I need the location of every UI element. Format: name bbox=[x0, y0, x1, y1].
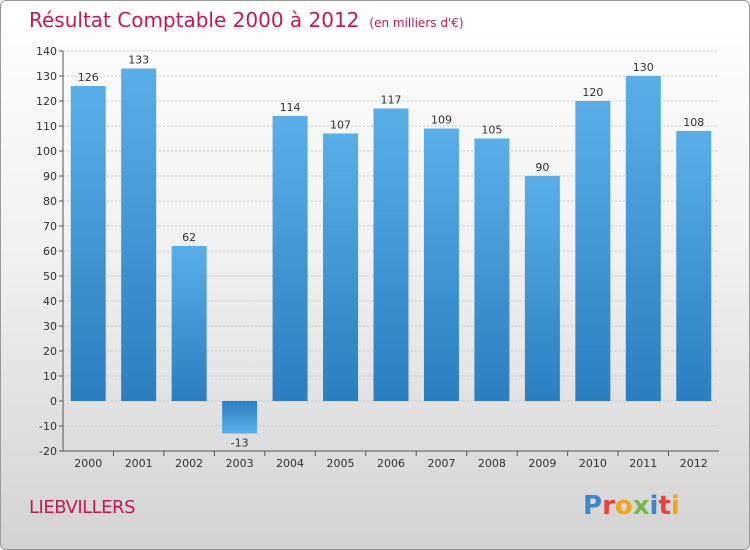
bar bbox=[272, 116, 308, 401]
y-tick-label: 0 bbox=[50, 395, 57, 408]
y-tick-label: 90 bbox=[43, 170, 57, 183]
y-tick-label: 110 bbox=[36, 120, 57, 133]
x-tick-label: 2011 bbox=[629, 457, 657, 470]
x-tick-label: 2003 bbox=[226, 457, 254, 470]
bar bbox=[323, 133, 359, 401]
x-tick-label: 2006 bbox=[377, 457, 405, 470]
x-tick-label: 2009 bbox=[528, 457, 556, 470]
data-label: 126 bbox=[78, 71, 99, 84]
bar bbox=[121, 68, 157, 401]
bar bbox=[171, 246, 207, 401]
y-tick-label: 50 bbox=[43, 270, 57, 283]
bar bbox=[524, 176, 560, 401]
bar bbox=[625, 76, 661, 401]
x-tick-label: 2002 bbox=[175, 457, 203, 470]
y-tick-label: 10 bbox=[43, 370, 57, 383]
data-label: 133 bbox=[128, 54, 149, 67]
data-label: 114 bbox=[280, 101, 301, 114]
data-label: 109 bbox=[431, 114, 452, 127]
bar bbox=[676, 131, 712, 401]
y-tick-label: -10 bbox=[39, 420, 57, 433]
y-tick-label: 60 bbox=[43, 245, 57, 258]
y-tick-label: -20 bbox=[39, 445, 57, 458]
y-tick-label: 130 bbox=[36, 70, 57, 83]
logo-letter: x bbox=[632, 491, 650, 521]
logo-letter: o bbox=[614, 491, 633, 521]
y-tick-label: 20 bbox=[43, 345, 57, 358]
data-label: 130 bbox=[633, 61, 654, 74]
data-label: 117 bbox=[381, 94, 402, 107]
chart-title: Résultat Comptable 2000 à 2012 (en millie… bbox=[29, 8, 464, 32]
x-tick-label: 2008 bbox=[478, 457, 506, 470]
data-label: 90 bbox=[535, 161, 549, 174]
proxiti-logo: Proxiti bbox=[583, 491, 680, 521]
x-tick-label: 2004 bbox=[276, 457, 304, 470]
x-tick-label: 2005 bbox=[327, 457, 355, 470]
data-label: 120 bbox=[582, 86, 603, 99]
y-tick-label: 70 bbox=[43, 220, 57, 233]
bar bbox=[222, 401, 258, 434]
bar bbox=[70, 86, 106, 401]
x-tick-label: 2012 bbox=[680, 457, 708, 470]
x-tick-label: 2010 bbox=[579, 457, 607, 470]
chart-title-text: Résultat Comptable 2000 à 2012 bbox=[29, 8, 360, 32]
y-tick-label: 30 bbox=[43, 320, 57, 333]
logo-letter: r bbox=[602, 491, 615, 521]
data-label: -13 bbox=[231, 437, 249, 450]
bar bbox=[423, 128, 459, 401]
logo-letter: P bbox=[583, 491, 603, 521]
x-tick-label: 2007 bbox=[427, 457, 455, 470]
y-tick-label: 100 bbox=[36, 145, 57, 158]
data-label: 62 bbox=[182, 231, 196, 244]
data-label: 107 bbox=[330, 119, 351, 132]
data-label: 105 bbox=[481, 124, 502, 137]
bar bbox=[373, 108, 409, 401]
chart-unit: (en milliers d'€) bbox=[369, 16, 464, 30]
x-tick-label: 2000 bbox=[74, 457, 102, 470]
y-tick-label: 140 bbox=[36, 45, 57, 58]
bar bbox=[474, 138, 510, 401]
x-tick-label: 2001 bbox=[125, 457, 153, 470]
logo-letter: i bbox=[649, 491, 659, 521]
data-label: 108 bbox=[683, 116, 704, 129]
logo-letter: i bbox=[670, 491, 680, 521]
logo-letter: t bbox=[658, 491, 671, 521]
bar bbox=[575, 101, 611, 401]
y-tick-label: 80 bbox=[43, 195, 57, 208]
y-tick-label: 40 bbox=[43, 295, 57, 308]
commune-name: LIEBVILLERS bbox=[29, 497, 136, 518]
y-tick-label: 120 bbox=[36, 95, 57, 108]
